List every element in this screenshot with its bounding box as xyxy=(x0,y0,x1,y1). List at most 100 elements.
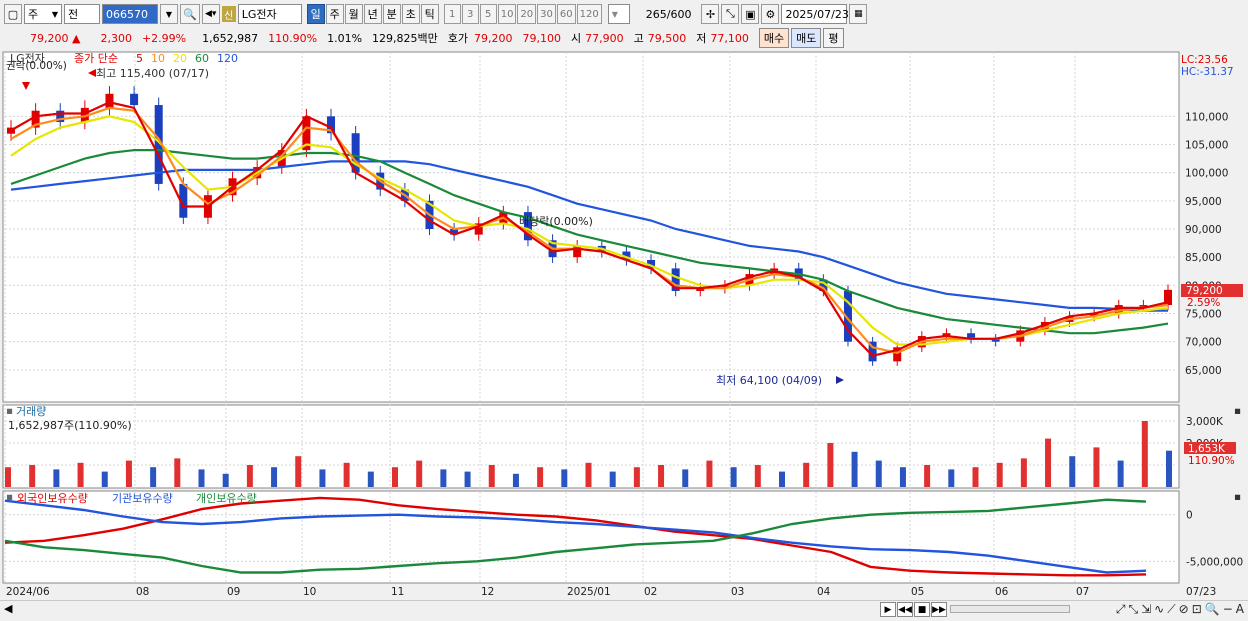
next-icon[interactable]: ▶ xyxy=(880,602,896,617)
lc-label: LC:23.56 xyxy=(1181,54,1228,66)
save-icon[interactable]: ▣ xyxy=(741,4,760,24)
window-menu-icon[interactable]: ▢ xyxy=(4,4,22,24)
panel-icon: ▪ xyxy=(6,405,13,417)
search-icon[interactable]: 🔍 xyxy=(180,4,200,24)
tool-save-icon[interactable]: ⊡ xyxy=(1191,602,1202,616)
price-change: 2,300 xyxy=(100,31,132,45)
x-tick-label: 05 xyxy=(911,586,924,598)
period-type-select[interactable]: 주 ▼ xyxy=(24,4,62,24)
candle-body xyxy=(573,245,582,258)
volume-current: 1,652,987주(110.90%) xyxy=(8,419,132,432)
font-size-icon[interactable]: A xyxy=(1235,602,1244,616)
up-arrow-icon: ▲ xyxy=(72,31,81,45)
number-button-20[interactable]: 20 xyxy=(517,4,537,24)
candle-body xyxy=(991,338,1000,342)
tab-interval-0[interactable]: 일 xyxy=(306,4,325,24)
tool-line-icon[interactable]: ⤢ xyxy=(1115,602,1126,616)
stock-name-field[interactable]: LG전자 xyxy=(237,4,302,24)
date-input[interactable]: 2025/07/23 xyxy=(781,4,849,24)
compare-select[interactable]: 전 xyxy=(64,4,100,24)
tab-interval-3[interactable]: 년 xyxy=(363,4,382,24)
zoom-in-icon[interactable]: 🔍 xyxy=(1204,602,1220,616)
volume-bar xyxy=(512,473,519,487)
tab-interval-6[interactable]: 틱 xyxy=(420,4,439,24)
pct-tag: 2.59% xyxy=(1187,297,1220,309)
volume-bar xyxy=(875,460,882,487)
volume-bar xyxy=(392,467,398,487)
legend-period-60: 60 xyxy=(195,52,209,65)
number-button-30[interactable]: 30 xyxy=(537,4,556,24)
eval-button[interactable]: 평 xyxy=(823,28,844,48)
dropdown-arrow-icon[interactable]: ▼ xyxy=(160,4,178,24)
tab-interval-4[interactable]: 분 xyxy=(382,4,401,24)
quote-bar: 79,200 ▲ 2,300 +2.99% 1,652,987 110.90% … xyxy=(0,27,1248,49)
sound-icon[interactable]: ◀▾ xyxy=(201,4,220,24)
tool-ray-icon[interactable]: ⟋ xyxy=(1167,602,1176,616)
crosshair-icon[interactable]: ✢ xyxy=(701,4,720,24)
candle-body xyxy=(1164,289,1172,306)
tool-measure-icon[interactable]: ∿ xyxy=(1154,602,1165,616)
tool-trend-icon[interactable]: ⤡ xyxy=(1128,602,1139,616)
buy-button[interactable]: 매수 xyxy=(758,28,790,48)
tool-channel-icon[interactable]: ⇲ xyxy=(1141,602,1152,616)
candle-body xyxy=(868,341,877,362)
stock-chart[interactable]: 65,00070,00075,00080,00085,00090,00095,0… xyxy=(0,50,1248,600)
number-button-120[interactable]: 120 xyxy=(576,4,602,24)
holding-legend: 외국인보유수량 기관보유수량 개인보유수량 xyxy=(17,492,257,505)
panel-icon: ▪ xyxy=(6,491,13,503)
number-button-5[interactable]: 5 xyxy=(479,4,497,24)
candle-body xyxy=(622,251,631,260)
calendar-icon[interactable]: ▦ xyxy=(849,4,868,24)
candle-body xyxy=(105,93,114,108)
high-marker-label: 최고 115,400 (07/17) xyxy=(96,67,209,80)
number-button-10[interactable]: 10 xyxy=(497,4,517,24)
stop-icon[interactable]: ■ xyxy=(914,602,930,617)
candle-body xyxy=(450,229,459,235)
volume-bar xyxy=(779,471,785,487)
bid-price: 79,100 xyxy=(522,31,562,45)
price-layer xyxy=(7,69,1172,384)
draw-tools-icon[interactable]: ⤡ xyxy=(721,4,740,24)
number-button-1[interactable]: 1 xyxy=(443,4,461,24)
bid-label: 호가 xyxy=(447,32,469,45)
price-value: 79,200 xyxy=(30,31,69,45)
tab-interval-5[interactable]: 초 xyxy=(401,4,420,24)
price-tag-bg xyxy=(1181,284,1243,297)
div-marker-arrow xyxy=(22,82,30,90)
turnover-rate: 1.01% xyxy=(327,31,363,45)
number-button-60[interactable]: 60 xyxy=(556,4,576,24)
count-value: 265 xyxy=(645,7,667,21)
number-button-3[interactable]: 3 xyxy=(461,4,479,24)
volume-bar xyxy=(537,467,544,487)
x-tick-label: 02 xyxy=(644,586,657,598)
tab-interval-1[interactable]: 주 xyxy=(325,4,344,24)
candle-body xyxy=(942,333,951,337)
gear-icon[interactable]: ⚙ xyxy=(761,4,780,24)
fast-forward-icon[interactable]: ▶▶ xyxy=(931,602,947,617)
zoom-slider[interactable] xyxy=(950,605,1070,613)
candle-body xyxy=(843,290,852,342)
x-tick-label: 2024/06 xyxy=(6,586,50,598)
scroll-left-icon[interactable]: ◀ xyxy=(4,602,13,615)
chevron-down-icon: ▼ xyxy=(51,9,58,19)
volume-bar xyxy=(440,469,447,487)
tab-interval-2[interactable]: 월 xyxy=(344,4,363,24)
stock-code-input[interactable]: 066570 xyxy=(102,4,158,24)
number-buttons: 1 3 5 10 20 30 60 120 xyxy=(443,4,602,24)
close-icon[interactable]: ▪ xyxy=(1234,405,1241,417)
tool-fib-icon[interactable]: ⊘ xyxy=(1178,602,1189,616)
volume-bar xyxy=(803,462,810,487)
scrollbar[interactable]: ◀ ▶ ◀◀ ■ ▶▶ ⤢ ⤡ ⇲ ∿ ⟋ ⊘ ⊡ 🔍 − A xyxy=(0,600,1248,618)
legend-period-5: 5 xyxy=(136,52,143,65)
price-tick-label: 75,000 xyxy=(1185,309,1222,321)
sell-button[interactable]: 매도 xyxy=(791,28,822,48)
count-dropdown[interactable]: ▼ xyxy=(607,4,630,24)
x-tick-label: 10 xyxy=(303,586,316,598)
price-tick-label: 100,000 xyxy=(1185,168,1228,180)
rewind-icon[interactable]: ◀◀ xyxy=(897,602,913,617)
price-tick-label: 90,000 xyxy=(1185,224,1222,236)
candle-body xyxy=(819,279,828,291)
minus-icon[interactable]: − xyxy=(1222,602,1233,616)
close-icon[interactable]: ▪ xyxy=(1234,491,1241,503)
